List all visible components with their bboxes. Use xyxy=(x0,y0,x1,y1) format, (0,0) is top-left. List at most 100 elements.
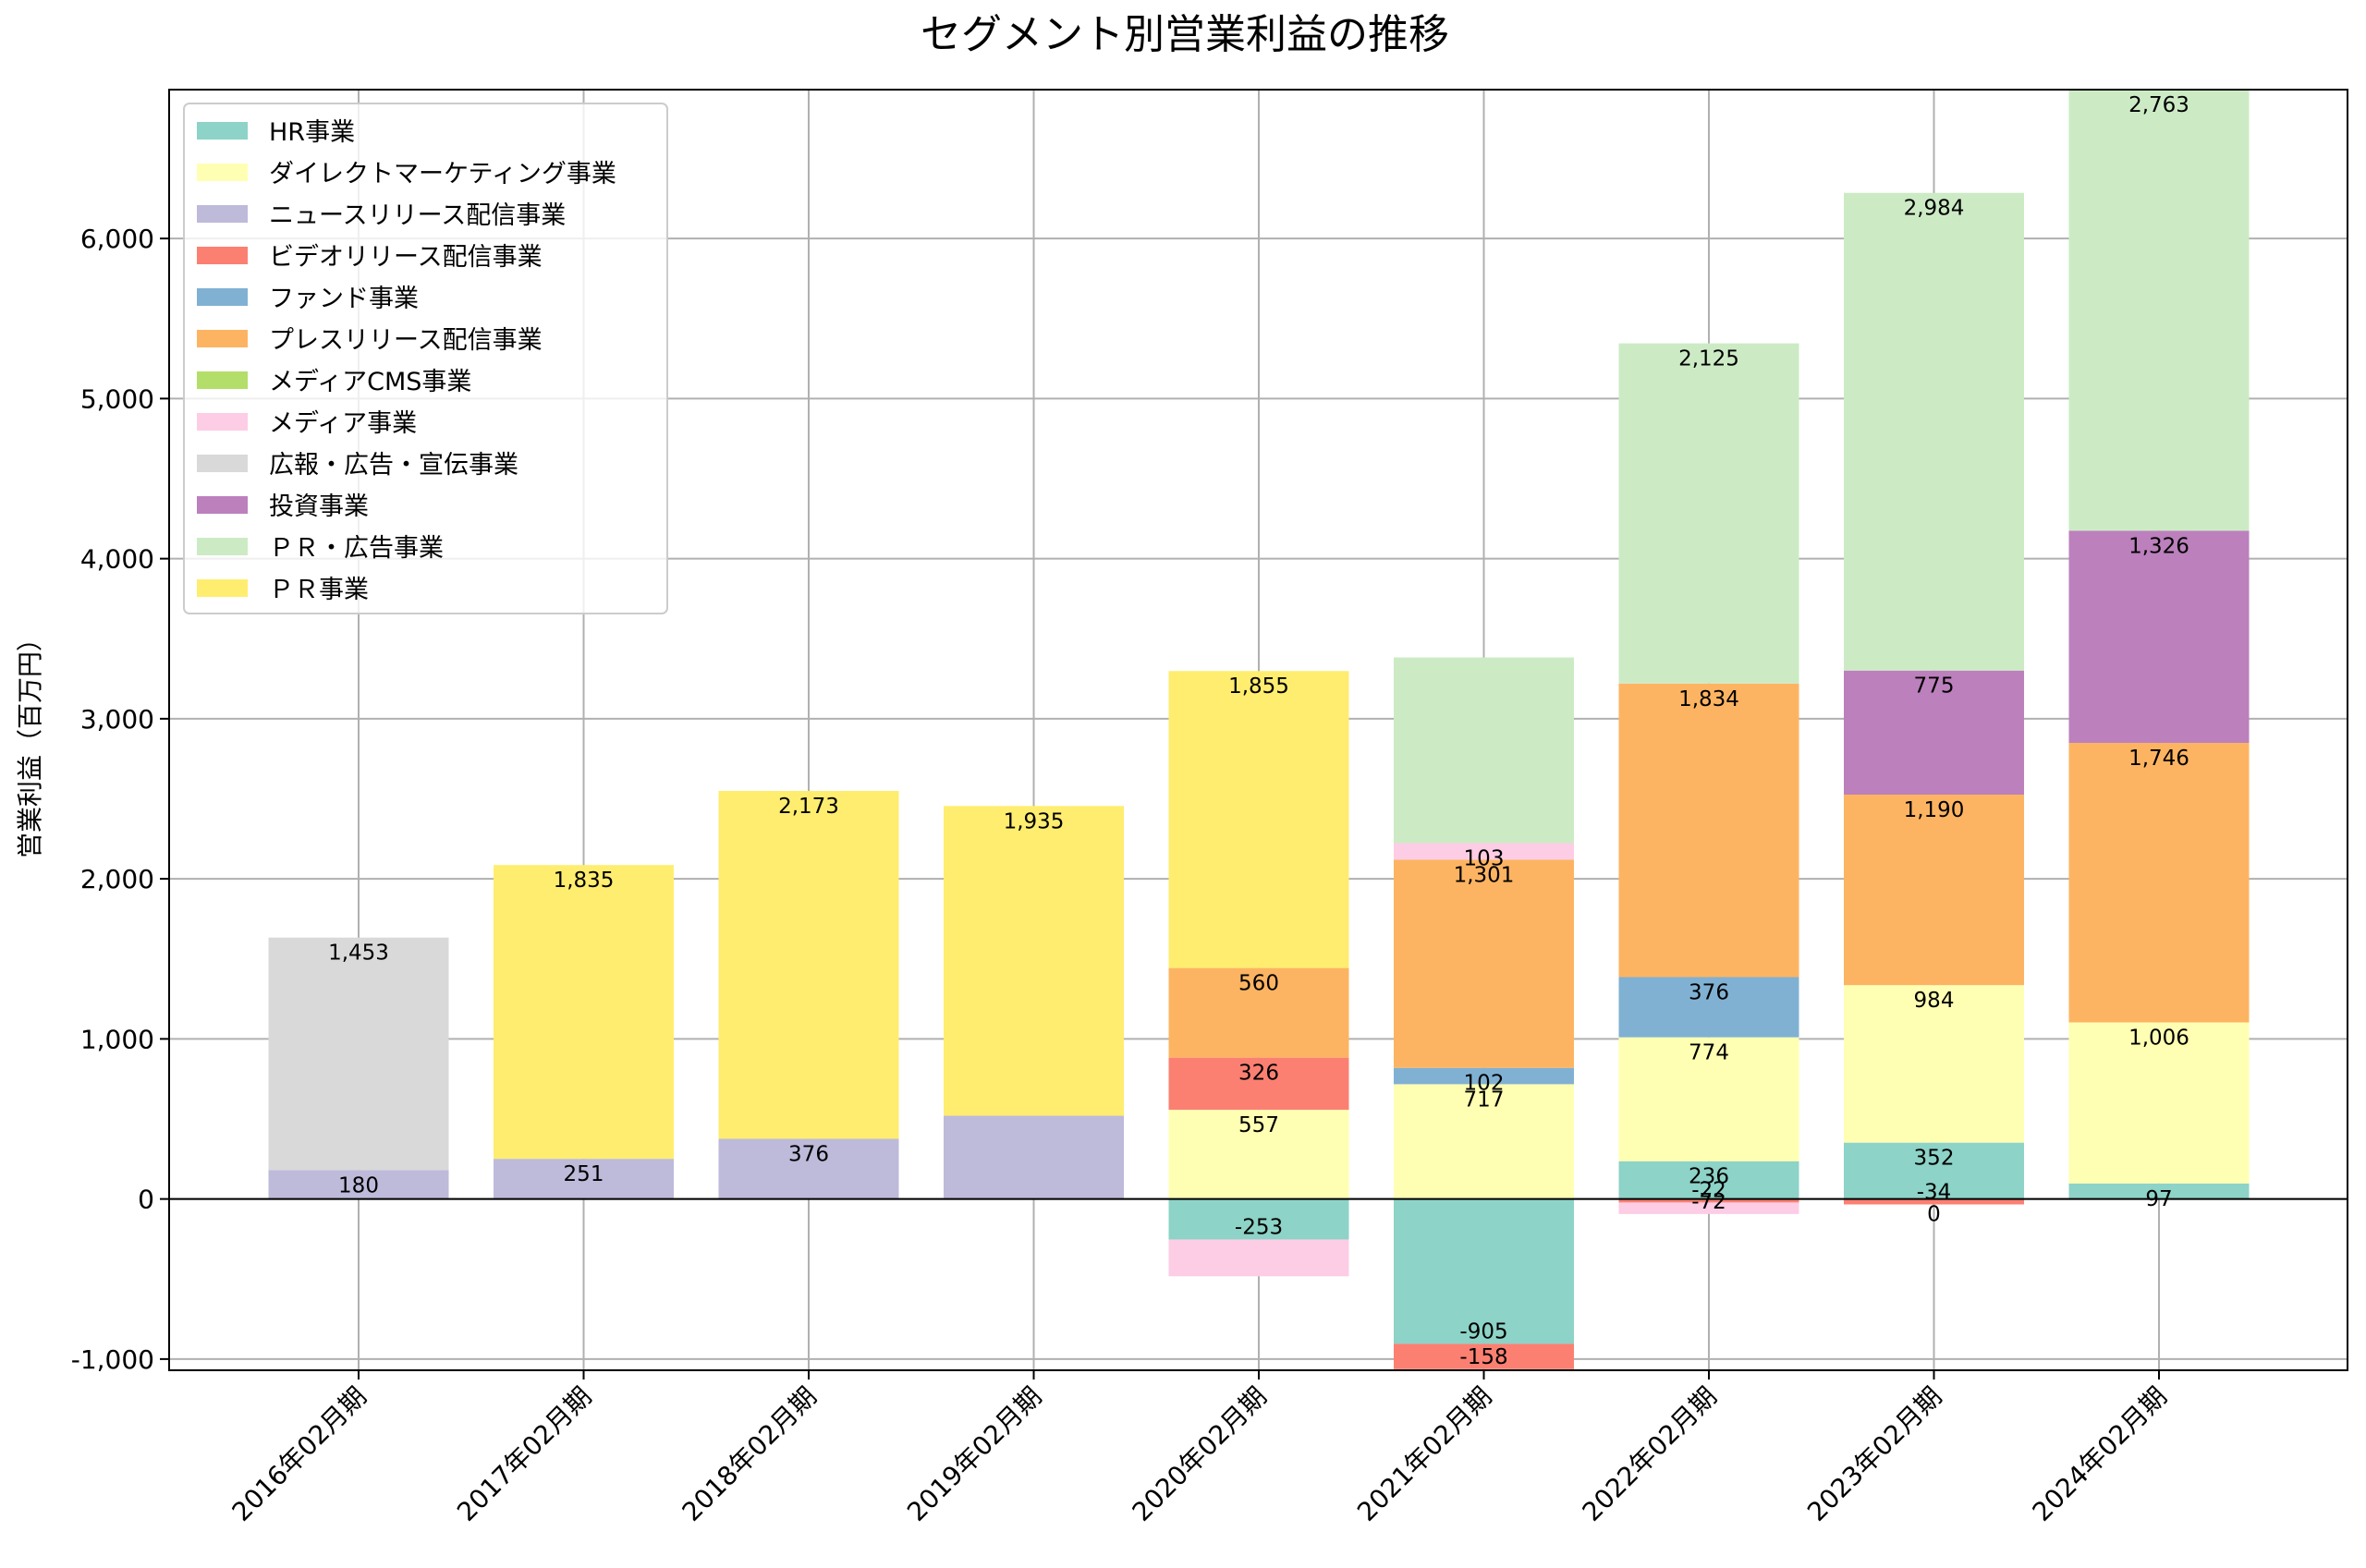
data-label: -72 xyxy=(1691,1190,1726,1214)
bar-segment xyxy=(1618,1037,1799,1161)
bar-segment xyxy=(2068,743,2250,1023)
data-label: 0 xyxy=(1927,1203,1941,1227)
data-label: 1,326 xyxy=(2128,534,2189,558)
legend-swatch xyxy=(197,288,248,306)
data-label: 1,301 xyxy=(1454,863,1515,887)
legend: HR事業ダイレクトマーケティング事業ニュースリリース配信事業ビデオリリース配信事… xyxy=(183,103,668,614)
bar-segment xyxy=(944,1115,1124,1199)
data-label: 326 xyxy=(1238,1062,1279,1086)
legend-label: ニュースリリース配信事業 xyxy=(269,201,566,230)
bar-segment xyxy=(1618,343,1799,684)
bar-segment xyxy=(1394,1343,1574,1369)
bar-segment xyxy=(1168,1057,1349,1111)
bar-segment xyxy=(2068,1022,2250,1184)
legend-label: プレスリリース配信事業 xyxy=(269,326,543,355)
legend-swatch xyxy=(197,579,248,597)
data-label: 1,835 xyxy=(554,869,615,893)
legend-swatch xyxy=(197,413,248,431)
data-label: 251 xyxy=(564,1162,604,1186)
legend-swatch xyxy=(197,205,248,223)
data-label: 1,834 xyxy=(1678,687,1739,711)
bar-segment xyxy=(1618,683,1799,978)
data-label: 557 xyxy=(1238,1113,1279,1137)
bar-segment xyxy=(1618,1198,1799,1203)
y-tick-label: 3,000 xyxy=(80,704,154,735)
data-label: 1,746 xyxy=(2128,747,2189,771)
legend-box xyxy=(183,103,668,614)
y-tick-label: 5,000 xyxy=(80,383,154,414)
legend-swatch xyxy=(197,122,248,140)
bar-segment xyxy=(1168,671,1349,968)
data-label: 2,763 xyxy=(2128,93,2189,117)
bar-segment xyxy=(1168,967,1349,1058)
x-tick-label: 2018年02月期 xyxy=(677,1381,823,1527)
bar-segment xyxy=(718,791,899,1139)
bar-segment xyxy=(1394,859,1574,1068)
bar-segment xyxy=(1844,985,2024,1143)
legend-label: ダイレクトマーケティング事業 xyxy=(269,160,616,188)
data-label: -158 xyxy=(1459,1345,1507,1369)
bars-layer xyxy=(268,90,2250,1369)
y-axis-label: 営業利益（百万円） xyxy=(15,626,45,858)
data-label: 717 xyxy=(1464,1088,1505,1112)
bar-segment xyxy=(1618,1202,1799,1214)
legend-label: 投資事業 xyxy=(269,492,369,521)
bar-segment xyxy=(1844,794,2024,986)
data-label: 1,190 xyxy=(1904,798,1965,822)
data-label: 376 xyxy=(1689,980,1729,1004)
bar-segment xyxy=(1844,192,2024,671)
y-tick-label: 0 xyxy=(138,1185,154,1215)
x-tick-label: 2017年02月期 xyxy=(451,1381,597,1527)
data-label: 984 xyxy=(1914,989,1955,1013)
data-label: 2,173 xyxy=(778,795,839,819)
bar-segment xyxy=(1168,1198,1349,1240)
data-label: 1,855 xyxy=(1228,675,1289,699)
data-label: 376 xyxy=(788,1142,829,1166)
legend-swatch xyxy=(197,538,248,555)
data-label: 2,125 xyxy=(1678,347,1739,371)
data-label: -253 xyxy=(1235,1215,1283,1239)
legend-label: ビデオリリース配信事業 xyxy=(269,243,543,272)
y-tick-label: 1,000 xyxy=(80,1024,154,1054)
bar-segment xyxy=(1394,1084,1574,1199)
legend-swatch xyxy=(197,496,248,514)
data-label: 560 xyxy=(1238,972,1279,996)
chart-title: セグメント別営業利益の推移 xyxy=(921,11,1449,58)
bar-segment xyxy=(494,865,674,1160)
data-label: 1,006 xyxy=(2128,1027,2189,1051)
bar-segment xyxy=(1844,1198,2024,1205)
data-label: -34 xyxy=(1917,1181,1952,1205)
x-tick-label: 2024年02月期 xyxy=(2027,1381,2173,1527)
data-label: 775 xyxy=(1914,675,1955,699)
bar-segment xyxy=(268,1170,449,1199)
bar-segment xyxy=(1394,843,1574,860)
legend-swatch xyxy=(197,164,248,181)
bar-segment xyxy=(268,937,449,1171)
bar-segment xyxy=(494,1159,674,1199)
data-label: 774 xyxy=(1689,1041,1729,1065)
legend-label: ＰＲ事業 xyxy=(269,576,369,604)
bar-segment xyxy=(1394,1198,1574,1344)
data-label: 103 xyxy=(1464,846,1505,870)
legend-label: メディア事業 xyxy=(269,409,417,438)
y-tick-label: 4,000 xyxy=(80,544,154,575)
data-label: 102 xyxy=(1464,1072,1505,1096)
bar-segment xyxy=(2068,1183,2250,1199)
bar-segment xyxy=(1168,1239,1349,1277)
bar-segment xyxy=(1394,1067,1574,1085)
x-tick-label: 2020年02月期 xyxy=(1127,1381,1273,1527)
x-tick-label: 2022年02月期 xyxy=(1577,1381,1723,1527)
bar-segment xyxy=(1394,657,1574,844)
data-label: 1,453 xyxy=(328,942,389,966)
bar-segment xyxy=(2068,530,2250,744)
legend-swatch xyxy=(197,371,248,389)
data-label: 2,984 xyxy=(1904,197,1965,221)
bar-segment xyxy=(1618,1161,1799,1199)
bar-segment xyxy=(2068,90,2250,531)
legend-label: メディアCMS事業 xyxy=(269,368,471,396)
legend-label: 広報・広告・宣伝事業 xyxy=(269,451,518,480)
x-tick-label: 2021年02月期 xyxy=(1351,1381,1497,1527)
y-tick-label: -1,000 xyxy=(71,1344,154,1375)
